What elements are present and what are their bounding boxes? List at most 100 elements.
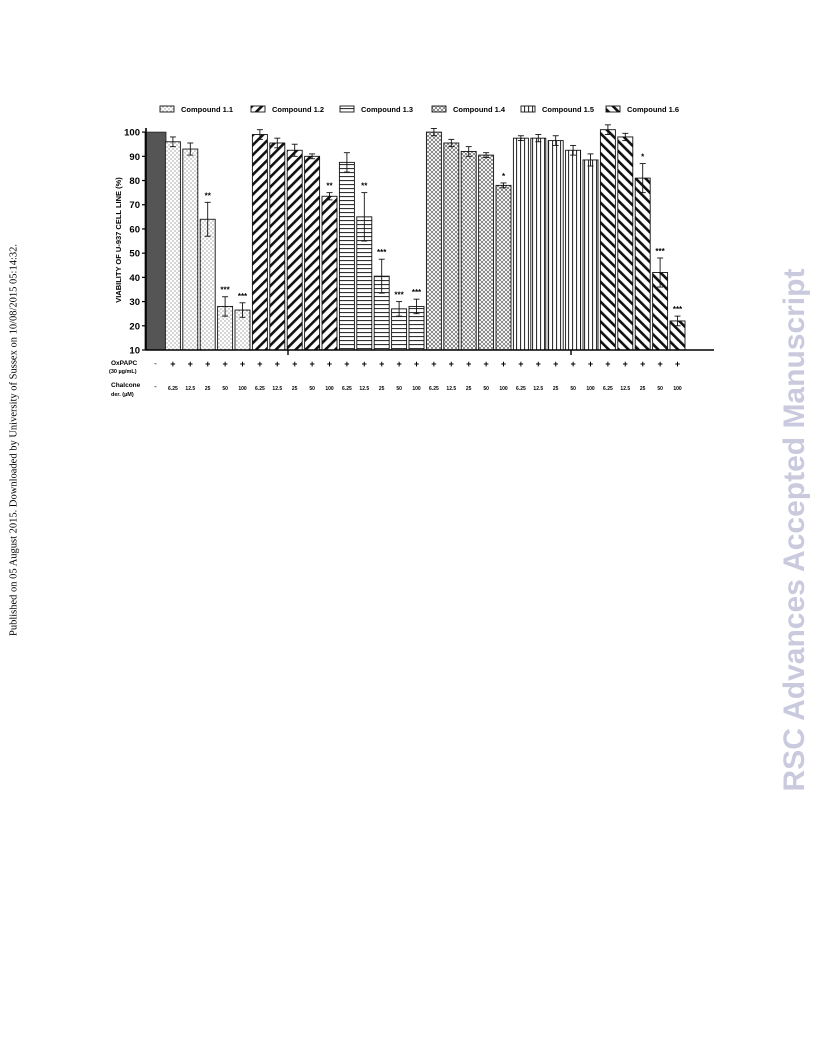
oxpapc-label: +: [414, 359, 419, 369]
y-tick-label: 60: [129, 224, 140, 235]
concentration-label: -: [154, 382, 157, 391]
oxpapc-row-sublabel: (30 µg/mL): [109, 369, 137, 375]
concentration-label: 50: [396, 386, 402, 392]
legend-swatch-4: [431, 105, 447, 113]
legend-label-1: Compound 1.1: [181, 105, 233, 114]
concentration-label: 25: [553, 386, 559, 392]
bar-6-1: [599, 129, 616, 351]
bar-5-2: [530, 137, 547, 351]
oxpapc-label: +: [188, 359, 193, 369]
concentration-label: 50: [222, 386, 228, 392]
bar-6-3: [634, 177, 651, 351]
y-tick-label: 100: [124, 128, 140, 139]
concentration-label: 6.25: [516, 386, 526, 392]
concentration-label: 25: [379, 386, 385, 392]
conc-row-label: Chalcone: [111, 382, 141, 389]
bar-4-4: [478, 154, 495, 351]
oxpapc-label: +: [553, 359, 558, 369]
oxpapc-label: +: [657, 359, 662, 369]
oxpapc-label: +: [605, 359, 610, 369]
significance-mark: ***: [673, 305, 683, 314]
bar-4-1: [425, 131, 442, 351]
y-tick-label: 70: [129, 200, 140, 211]
concentration-label: 100: [412, 386, 421, 392]
bar-2-2: [269, 142, 286, 351]
concentration-label: 12.5: [446, 386, 456, 392]
bar-2-5: [321, 195, 338, 351]
concentration-label: 25: [205, 386, 211, 392]
oxpapc-label: +: [675, 359, 680, 369]
oxpapc-label: +: [518, 359, 523, 369]
oxpapc-label: +: [536, 359, 541, 369]
oxpapc-label: +: [396, 359, 401, 369]
concentration-label: 50: [657, 386, 663, 392]
oxpapc-label: -: [154, 359, 157, 368]
concentration-label: 6.25: [255, 386, 265, 392]
bar-2-4: [304, 155, 321, 351]
concentration-label: 6.25: [429, 386, 439, 392]
oxpapc-label: +: [222, 359, 227, 369]
bar-5-4: [565, 149, 582, 351]
significance-mark: ***: [220, 286, 230, 295]
oxpapc-label: +: [449, 359, 454, 369]
oxpapc-label: +: [205, 359, 210, 369]
concentration-label: 50: [309, 386, 315, 392]
y-tick-label: 30: [129, 297, 140, 308]
oxpapc-label: +: [640, 359, 645, 369]
oxpapc-label: +: [344, 359, 349, 369]
legend-swatch-6: [605, 105, 621, 113]
legend-label-5: Compound 1.5: [542, 105, 594, 114]
concentration-label: 100: [673, 386, 682, 392]
significance-mark: ***: [238, 292, 248, 301]
bar-2-1: [251, 134, 268, 351]
oxpapc-label: +: [257, 359, 262, 369]
viability-bar-chart: Compound 1.1 Compound 1.2 Compound 1.3 Comp…: [109, 105, 714, 398]
chart-legend: Compound 1.1 Compound 1.2 Compound 1.3 Comp…: [159, 105, 679, 114]
concentration-label: 50: [483, 386, 489, 392]
significance-mark: **: [361, 182, 368, 191]
y-tick-label: 40: [129, 273, 140, 284]
labels-layer: +6.25+12.5**+25***+50***+100+6.25+12.5+2…: [109, 153, 683, 398]
bars-layer: [144, 124, 686, 351]
bar-1-3: [199, 218, 216, 351]
y-tick-label: 10: [129, 346, 140, 357]
bar-1-1: [164, 141, 181, 351]
bar-4-5: [495, 184, 512, 351]
legend-swatch-3: [339, 105, 355, 113]
oxpapc-label: +: [483, 359, 488, 369]
oxpapc-label: +: [362, 359, 367, 369]
y-tick-label: 20: [129, 321, 140, 332]
oxpapc-label: +: [292, 359, 297, 369]
concentration-label: 6.25: [603, 386, 613, 392]
significance-mark: ***: [394, 291, 404, 300]
bar-5-5: [582, 159, 599, 351]
bar-1-2: [182, 148, 199, 351]
significance-mark: ***: [377, 248, 387, 257]
significance-mark: *: [502, 172, 506, 181]
concentration-label: 25: [640, 386, 646, 392]
oxpapc-label: +: [588, 359, 593, 369]
conc-row-sublabel: der. (µM): [111, 392, 134, 398]
oxpapc-label: +: [501, 359, 506, 369]
legend-label-6: Compound 1.6: [627, 105, 679, 114]
concentration-label: 100: [586, 386, 595, 392]
oxpapc-label: +: [623, 359, 628, 369]
bar-5-1: [512, 137, 529, 351]
oxpapc-label: +: [309, 359, 314, 369]
y-tick-label: 80: [129, 176, 140, 187]
concentration-label: 6.25: [342, 386, 352, 392]
significance-mark: **: [326, 182, 333, 191]
legend-label-2: Compound 1.2: [272, 105, 324, 114]
legend-swatch-1: [159, 105, 175, 113]
axes-layer: 10 20 30 40 50 60 70 80 90 100: [124, 128, 714, 357]
legend-swatch-5: [520, 105, 536, 113]
oxpapc-label: +: [170, 359, 175, 369]
concentration-label: 6.25: [168, 386, 178, 392]
bar-4-3: [460, 151, 477, 351]
y-axis-label: VIABILITY OF U-937 CELL LINE (%): [114, 177, 123, 303]
oxpapc-row-label: OxPAPC: [111, 360, 138, 367]
y-tick-label: 90: [129, 152, 140, 163]
concentration-label: 12.5: [359, 386, 369, 392]
oxpapc-label: +: [379, 359, 384, 369]
concentration-label: 50: [570, 386, 576, 392]
